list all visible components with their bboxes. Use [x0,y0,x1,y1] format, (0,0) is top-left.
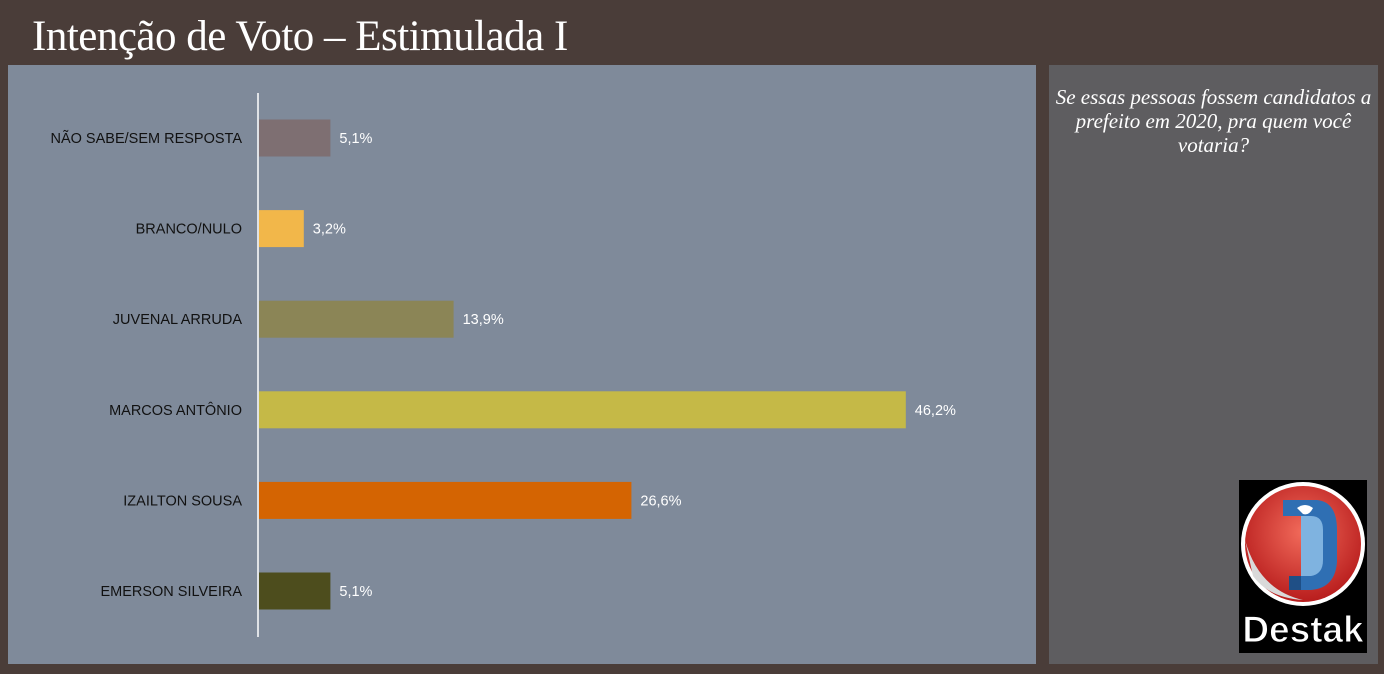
data-label: 46,2% [915,403,956,419]
data-label: 5,1% [339,584,372,600]
logo-text: Destak [1242,609,1364,650]
chart-panel: NÃO SABE/SEM RESPOSTA 5,1% BRANCO/NULO 3,2%… [8,65,1036,664]
bar [259,481,632,519]
category-label: NÃO SABE/SEM RESPOSTA [50,130,242,147]
data-label: 3,2% [313,222,346,238]
category-label: JUVENAL ARRUDA [113,312,243,328]
data-label: 26,6% [640,493,681,509]
bar [259,572,331,610]
bar [259,119,331,157]
category-label: EMERSON SILVEIRA [100,584,242,600]
bar-chart: NÃO SABE/SEM RESPOSTA 5,1% BRANCO/NULO 3,2%… [50,93,956,637]
bar [259,210,304,248]
bar [259,300,454,338]
category-label: BRANCO/NULO [136,222,242,238]
destak-logo: Destak [1239,480,1367,653]
category-label: IZAILTON SOUSA [123,493,242,509]
category-label: MARCOS ANTÔNIO [109,402,242,419]
page-title: Intenção de Voto – Estimulada I [32,13,568,60]
survey-question: Se essas pessoas fossem candidatos a pre… [1055,85,1372,157]
data-label: 13,9% [463,312,504,328]
bar [259,391,906,429]
data-label: 5,1% [339,131,372,147]
